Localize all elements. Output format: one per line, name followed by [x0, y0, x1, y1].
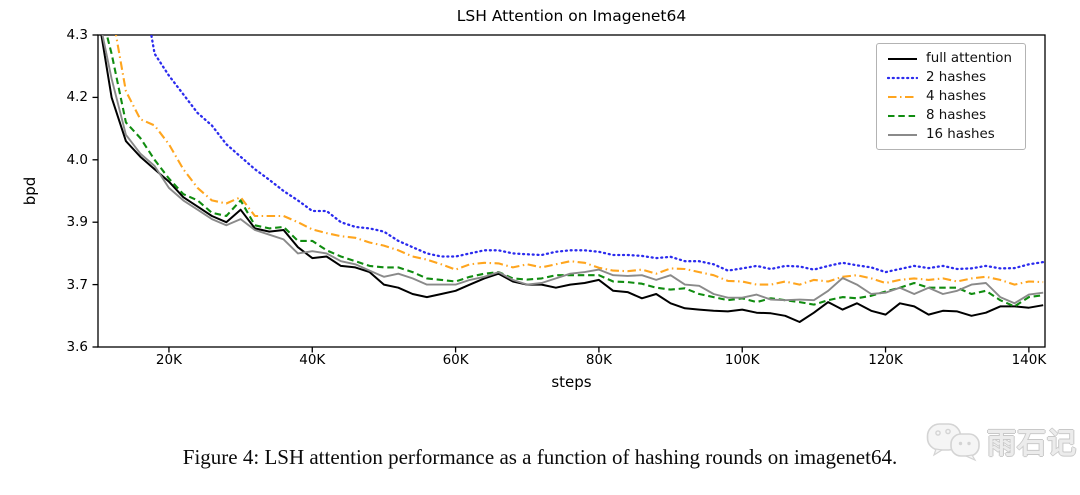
series-line-4-hashes — [114, 35, 1044, 286]
x-tick-label: 100K — [724, 352, 760, 368]
legend-entry-4-hashes: 4 hashes — [887, 89, 1017, 104]
axes-spines — [97, 34, 1046, 348]
y-tick-label: 4.0 — [66, 151, 88, 168]
legend-label: 4 hashes — [926, 89, 987, 104]
watermark-text: 雨石记 — [987, 426, 1078, 460]
series-line-16-hashes — [101, 35, 1044, 305]
x-tick-label: 120K — [868, 352, 903, 368]
legend-line-sample — [888, 57, 917, 60]
figure-caption: Figure 4: LSH attention performance as a… — [182, 445, 898, 469]
chart-title: LSH Attention on Imagenet64 — [456, 7, 687, 25]
legend-label: full attention — [926, 51, 1012, 66]
legend-line-sample — [887, 76, 918, 79]
plot-area — [92, 34, 1046, 353]
legend-entry-16-hashes: 16 hashes — [887, 127, 1017, 142]
legend-line-sample — [888, 95, 917, 98]
legend-entry-2-hashes: 2 hashes — [887, 70, 1017, 85]
x-tick-label: 140K — [1011, 352, 1047, 368]
watermark: 雨石记 — [926, 420, 1077, 462]
legend-entry-full-attention: full attention — [887, 51, 1017, 66]
y-tick-label: 4.2 — [66, 89, 88, 106]
y-tick-label: 3.9 — [66, 214, 88, 231]
legend-box: full attention 2 hashes 4 hashes 8 hashes 16… — [876, 43, 1026, 150]
x-tick-label: 60K — [442, 352, 469, 368]
legend-entry-8-hashes: 8 hashes — [887, 108, 1017, 123]
legend-label: 16 hashes — [926, 127, 995, 142]
series-line-full-attention — [100, 35, 1044, 323]
legend-label: 8 hashes — [926, 108, 987, 123]
legend-line-sample — [888, 133, 917, 136]
x-axis-label: steps — [551, 373, 592, 391]
series-line-8-hashes — [105, 35, 1044, 308]
x-tick-label: 80K — [585, 352, 612, 368]
x-tick-label: 40K — [299, 352, 326, 368]
legend-label: 2 hashes — [926, 70, 987, 85]
y-tick-label: 3.6 — [66, 339, 88, 355]
y-tick-label: 3.7 — [66, 276, 88, 293]
legend-line-sample — [888, 114, 917, 117]
wechat-chat-bubbles-icon — [926, 423, 980, 462]
series-line-2-hashes — [150, 35, 1045, 274]
y-tick-label: 4.3 — [66, 27, 88, 43]
x-tick-label: 20K — [155, 352, 182, 368]
